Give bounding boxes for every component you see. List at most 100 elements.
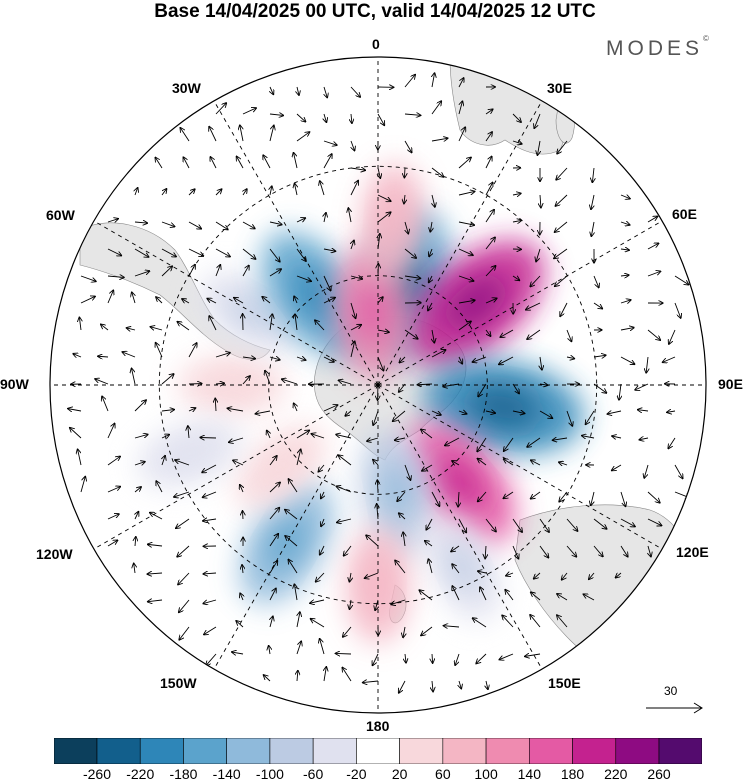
wind-arrow (182, 299, 190, 303)
wind-vectors (68, 73, 690, 693)
label-120e: 120E (676, 544, 709, 560)
meridian-line (377, 384, 663, 550)
wind-arrow (320, 545, 325, 555)
wind-arrow (431, 491, 439, 506)
wind-arrow (593, 545, 603, 556)
wind-arrow (377, 356, 384, 371)
wind-arrow (242, 357, 255, 359)
wind-arrow (395, 438, 406, 440)
wind-arrow (620, 195, 630, 199)
wind-arrow (674, 302, 681, 318)
wind-arrow (242, 108, 256, 115)
colorbar-tick-label: -180 (169, 766, 198, 782)
wind-arrow (485, 157, 492, 169)
wind-arrow (270, 86, 273, 94)
wind-arrow (620, 275, 629, 276)
wind-arrow (377, 504, 378, 520)
wind-arrow (320, 639, 325, 655)
wind-arrow (296, 248, 306, 261)
wind-arrow (557, 615, 568, 628)
colorbar-tick-label: 140 (517, 766, 541, 782)
wind-arrow (555, 275, 568, 286)
colorbar-swatch (658, 738, 702, 764)
wind-arrow (377, 212, 391, 223)
label-150e: 150E (548, 675, 581, 691)
wind-arrow (200, 437, 217, 438)
wind-arrow (342, 668, 352, 682)
wind-arrow (458, 127, 465, 142)
wind-arrow (323, 298, 335, 304)
wind-arrow (269, 222, 282, 225)
meridian-line (377, 220, 663, 386)
wind-arrow (240, 485, 243, 493)
meridian-line (377, 384, 543, 670)
anomaly-core (259, 448, 302, 486)
wind-arrow (296, 275, 311, 281)
wind-arrow (591, 491, 594, 505)
wind-arrow (419, 590, 433, 601)
wind-arrow (323, 356, 334, 362)
wind-arrow (256, 411, 271, 414)
wind-arrow (512, 545, 518, 559)
wind-arrow (229, 437, 244, 442)
wind-arrow (647, 491, 660, 503)
wind-arrow (485, 109, 493, 115)
wind-arrow (215, 399, 216, 412)
wind-arrow (674, 464, 683, 478)
wind-arrow (161, 374, 174, 385)
wind-arrow (98, 356, 109, 357)
wind-arrow (663, 356, 676, 362)
colorbar-tick-label: 260 (647, 766, 671, 782)
wind-arrow (377, 113, 384, 125)
wind-arrow (323, 405, 338, 412)
colorbar-tick-label: 60 (435, 766, 451, 782)
reference-vector-arrow (646, 702, 703, 714)
wind-arrow (473, 618, 487, 628)
wind-arrow (403, 626, 405, 637)
wind-arrow (512, 276, 519, 280)
wind-arrow (478, 383, 487, 396)
wind-arrow (530, 275, 541, 286)
wind-arrow (455, 653, 460, 665)
wind-arrow (188, 343, 197, 358)
wind-arrow (296, 132, 309, 142)
wind-arrow (503, 491, 514, 498)
wind-arrow (566, 545, 576, 557)
wind-arrow (562, 572, 568, 580)
wind-arrow (555, 194, 568, 206)
wind-arrow (378, 167, 380, 178)
wind-arrow (644, 464, 649, 478)
colorbar-swatch (615, 738, 660, 764)
wind-arrow (485, 298, 497, 304)
wind-arrow (215, 189, 222, 196)
colorbar-tick-label: -260 (82, 766, 112, 782)
wind-arrow (458, 275, 474, 281)
wind-arrow (315, 320, 325, 331)
wind-arrow (351, 241, 354, 250)
wind-arrow (612, 436, 622, 438)
meridian-line (93, 384, 379, 550)
wind-arrow (269, 269, 281, 277)
wind-arrow (270, 616, 273, 628)
wind-arrow (582, 436, 595, 438)
wind-arrow (234, 298, 244, 304)
wind-arrow (204, 626, 217, 634)
wind-arrow (526, 302, 541, 310)
wind-arrow (324, 86, 327, 97)
wind-arrow (620, 222, 630, 225)
wind-arrow (555, 221, 568, 232)
wind-arrow (132, 292, 135, 304)
wind-arrow (351, 113, 352, 123)
wind-arrow (135, 512, 138, 520)
wind-arrow (525, 654, 541, 656)
wind-arrow (269, 589, 276, 601)
wind-arrow (350, 181, 358, 196)
wind-arrow (242, 376, 250, 385)
wind-arrow (473, 356, 487, 362)
wind-arrow (311, 619, 325, 628)
wind-arrow (236, 621, 244, 628)
wind-arrow (512, 383, 519, 393)
wind-arrow (674, 275, 688, 285)
wind-arrow (593, 518, 607, 529)
wind-arrow (183, 157, 190, 169)
